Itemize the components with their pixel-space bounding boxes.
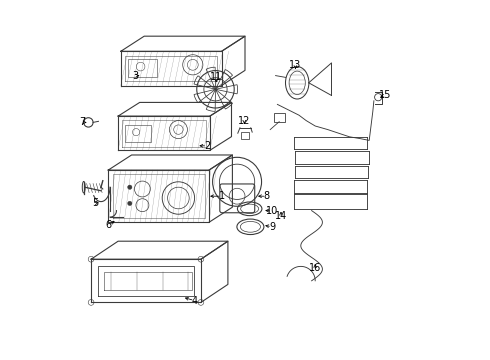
Text: 16: 16: [309, 263, 321, 273]
Text: 12: 12: [238, 116, 250, 126]
Text: 8: 8: [264, 191, 270, 201]
Text: 10: 10: [266, 206, 278, 216]
Text: 14: 14: [275, 211, 287, 221]
Text: 3: 3: [132, 71, 138, 81]
Text: 7: 7: [79, 117, 85, 127]
Text: 2: 2: [204, 141, 210, 151]
Bar: [125, 125, 150, 142]
Circle shape: [127, 201, 132, 206]
Text: 15: 15: [379, 90, 392, 100]
Text: 6: 6: [105, 220, 111, 230]
Bar: [241, 132, 248, 139]
Circle shape: [127, 185, 132, 189]
Bar: [274, 113, 285, 122]
Text: 1: 1: [219, 191, 224, 201]
Text: 9: 9: [269, 222, 275, 232]
Text: 13: 13: [289, 60, 301, 70]
Text: 5: 5: [93, 198, 98, 208]
Text: 11: 11: [210, 72, 222, 82]
Bar: [128, 59, 157, 77]
Text: 4: 4: [192, 296, 197, 306]
